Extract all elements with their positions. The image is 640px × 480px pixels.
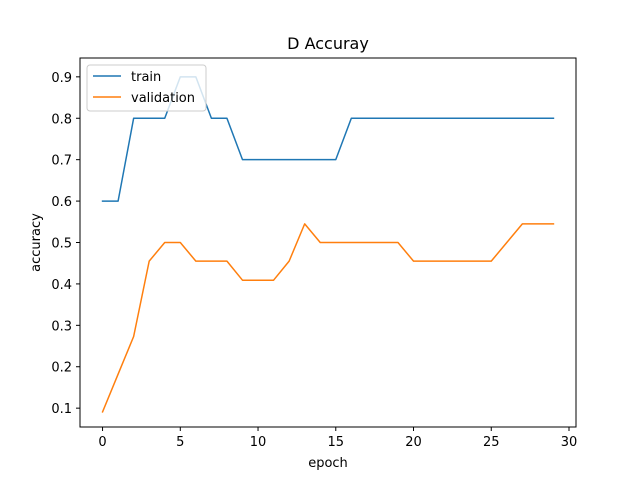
y-axis-label: accuracy — [29, 213, 44, 272]
x-tick-label: 25 — [483, 435, 500, 450]
legend-label-validation: validation — [131, 91, 195, 106]
x-axis-label: epoch — [308, 456, 348, 471]
y-tick-label: 0.6 — [51, 195, 72, 210]
y-tick-label: 0.8 — [51, 112, 72, 127]
legend-label-train: train — [131, 70, 161, 85]
x-tick-label: 0 — [98, 435, 106, 450]
chart-title: D Accuray — [287, 34, 369, 53]
y-tick-label: 0.9 — [51, 71, 72, 86]
x-tick-label: 10 — [250, 435, 267, 450]
x-tick-label: 5 — [176, 435, 184, 450]
x-tick-label: 30 — [561, 435, 578, 450]
x-axis-ticks: 0 5 10 15 20 25 30 — [98, 427, 577, 450]
y-tick-label: 0.1 — [51, 402, 72, 417]
legend: train validation — [86, 64, 207, 112]
x-tick-label: 15 — [328, 435, 345, 450]
plot-frame — [79, 57, 577, 428]
y-tick-label: 0.4 — [51, 278, 72, 293]
y-axis-ticks: 0.1 0.2 0.3 0.4 0.5 0.6 0.7 0.8 0.9 — [51, 71, 80, 417]
y-tick-label: 0.2 — [51, 361, 72, 376]
y-tick-label: 0.7 — [51, 154, 72, 169]
y-tick-label: 0.5 — [51, 237, 72, 252]
series-line-validation — [101, 223, 555, 413]
x-tick-label: 20 — [405, 435, 422, 450]
y-tick-label: 0.3 — [51, 319, 72, 334]
